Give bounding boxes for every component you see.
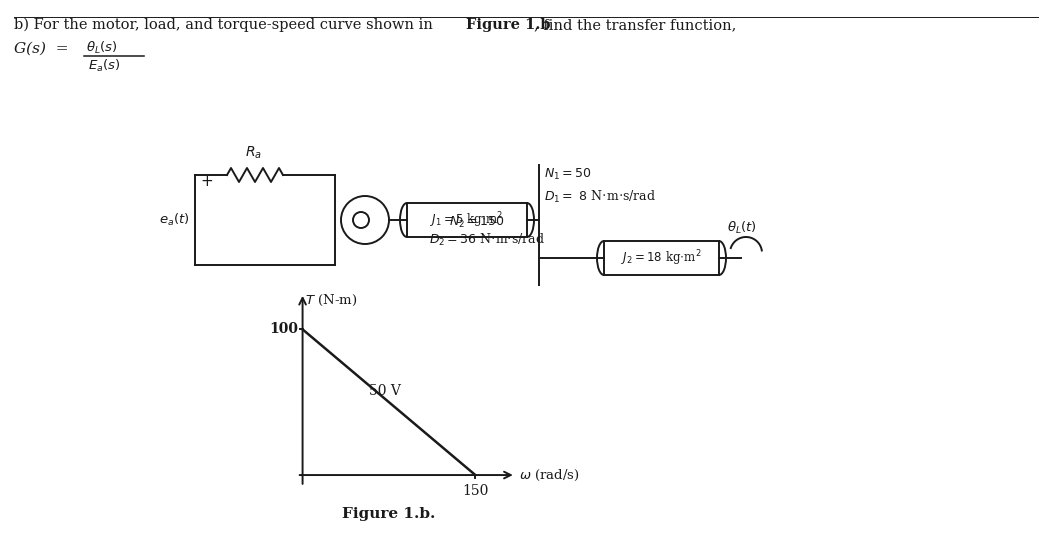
Text: b) For the motor, load, and torque-speed curve shown in: b) For the motor, load, and torque-speed… (14, 18, 438, 32)
Text: , find the transfer function,: , find the transfer function, (534, 18, 736, 32)
Text: $E_a(s)$: $E_a(s)$ (88, 58, 121, 74)
Text: $\omega$ (rad/s): $\omega$ (rad/s) (519, 467, 580, 482)
Bar (604, 241, 719, 275)
Text: $R_a$: $R_a$ (245, 144, 261, 161)
Text: 100: 100 (269, 322, 298, 336)
Text: $e_a(t)$: $e_a(t)$ (160, 212, 190, 228)
Text: 50 V: 50 V (370, 384, 401, 398)
Text: $J_2 = 18\ \mathregular{kg{\cdot}m}^2$: $J_2 = 18\ \mathregular{kg{\cdot}m}^2$ (622, 248, 701, 268)
Text: $J_1 = 5\ \mathregular{kg{\cdot}m}^2$: $J_1 = 5\ \mathregular{kg{\cdot}m}^2$ (430, 210, 504, 230)
Bar (407, 203, 527, 237)
Text: $N_1 = 50$: $N_1 = 50$ (544, 167, 592, 182)
Text: $D_1 =\ 8\ \mathregular{N{\cdot}m{\cdot}s/rad}$: $D_1 =\ 8\ \mathregular{N{\cdot}m{\cdot}… (544, 189, 656, 205)
Text: $N_2 = 150$: $N_2 = 150$ (449, 215, 505, 230)
Text: 150: 150 (462, 484, 488, 498)
Text: +: + (200, 175, 213, 190)
Text: $D_2 = 36\ \mathregular{N{\cdot}m{\cdot}s/rad}$: $D_2 = 36\ \mathregular{N{\cdot}m{\cdot}… (429, 232, 545, 248)
Text: Figure 1.b: Figure 1.b (466, 18, 550, 32)
Text: G(s)  =: G(s) = (14, 42, 68, 56)
Text: $\theta_L(s)$: $\theta_L(s)$ (86, 40, 118, 56)
Text: Figure 1.b.: Figure 1.b. (342, 507, 436, 521)
Text: $T$ (N-m): $T$ (N-m) (304, 293, 357, 308)
Text: $\theta_L(t)$: $\theta_L(t)$ (727, 220, 757, 236)
